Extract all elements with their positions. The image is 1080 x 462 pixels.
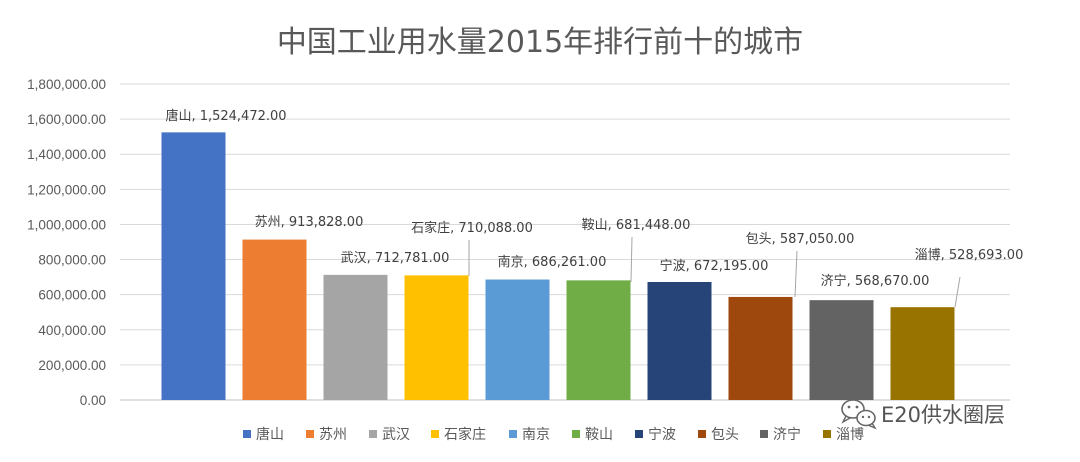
legend-label: 武汉 (382, 427, 410, 443)
data-label: 苏州, 913,828.00 (255, 214, 364, 230)
y-tick-label: 1,200,000.00 (27, 182, 106, 197)
data-label: 武汉, 712,781.00 (341, 251, 450, 266)
legend-swatch (431, 430, 439, 438)
bar (323, 274, 388, 400)
chart-title: 中国工业用水量2015年排行前十的城市 (277, 25, 803, 60)
legend-swatch (760, 430, 768, 438)
legend-swatch (572, 430, 580, 438)
y-tick-label: 400,000.00 (38, 323, 106, 338)
legend-swatch (635, 430, 643, 438)
legend-swatch (369, 430, 377, 438)
data-label: 济宁, 568,670.00 (821, 273, 930, 289)
y-axis-ticks: 0.00 200,000.00 400,000.00 600,000.00 800,00… (27, 77, 106, 408)
legend-label: 苏州 (319, 427, 347, 443)
data-label: 包头, 587,050.00 (746, 232, 855, 247)
data-label: 宁波, 672,195.00 (660, 258, 769, 274)
legend-swatch (509, 430, 517, 438)
data-label: 唐山, 1,524,472.00 (165, 108, 286, 124)
data-labels: 唐山, 1,524,472.00 苏州, 913,828.00 武汉, 712,78… (165, 108, 1023, 289)
data-label: 鞍山, 681,448.00 (582, 217, 691, 233)
bar (647, 281, 712, 400)
bar (485, 279, 550, 400)
y-tick-label: 1,400,000.00 (27, 147, 106, 162)
legend-label: 南京 (522, 427, 550, 443)
leader-line (630, 236, 633, 283)
bar (161, 132, 226, 400)
y-tick-label: 600,000.00 (38, 288, 106, 303)
legend-label: 包头 (711, 427, 739, 443)
y-tick-label: 1,800,000.00 (27, 77, 106, 92)
watermark-text: E20供水圈层 (881, 403, 1005, 427)
leader-lines (468, 236, 961, 308)
wechat-icon (841, 399, 877, 430)
bar (404, 275, 469, 400)
bar (728, 296, 793, 400)
y-tick-label: 1,600,000.00 (27, 112, 106, 127)
legend-swatch (698, 430, 706, 438)
leader-line (794, 250, 798, 298)
legend-label: 石家庄 (444, 426, 486, 443)
bar (809, 300, 874, 400)
legend-label: 唐山 (256, 426, 284, 443)
y-tick-label: 0.00 (80, 393, 106, 408)
data-label: 淄博, 528,693.00 (915, 248, 1024, 263)
legend-swatch (243, 430, 251, 438)
bar (566, 280, 631, 400)
leader-line (954, 276, 961, 308)
y-tick-label: 200,000.00 (38, 358, 106, 373)
legend-label: 淄博 (836, 426, 864, 443)
watermark: E20供水圈层 (841, 399, 1005, 430)
y-tick-label: 800,000.00 (38, 253, 106, 268)
data-label: 石家庄, 710,088.00 (411, 220, 533, 236)
legend-label: 宁波 (648, 426, 676, 443)
legend-swatch (823, 430, 831, 438)
bars (161, 132, 955, 400)
legend-swatch (306, 430, 314, 438)
data-label: 南京, 686,261.00 (498, 254, 607, 270)
legend-label: 济宁 (773, 426, 801, 443)
legend-label: 鞍山 (585, 427, 613, 443)
bar (242, 239, 307, 400)
y-tick-label: 1,000,000.00 (27, 217, 106, 232)
legend: 唐山 苏州 武汉 石家庄 南京 鞍山 宁波 包头 济宁 淄博 (243, 426, 864, 443)
bar (890, 307, 955, 400)
